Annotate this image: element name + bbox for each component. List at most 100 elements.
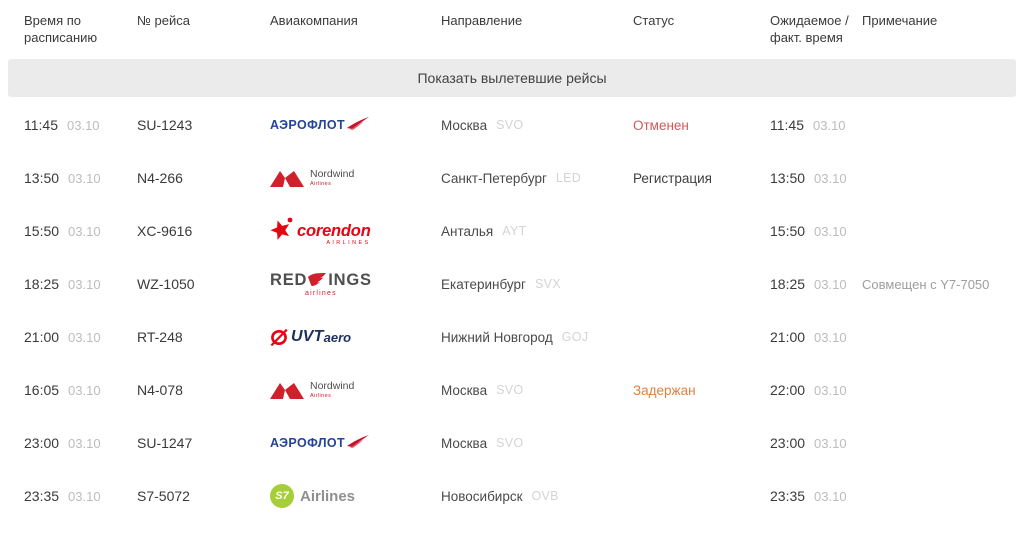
table-header: Время по расписанию № рейса Авиакомпания… (0, 0, 1024, 47)
s7-badge-icon: S7 (270, 484, 294, 509)
expected-time: 15:50 (770, 223, 806, 240)
flight-number: RT-248 (137, 329, 183, 346)
uvtaero-sub-wordmark: aero (323, 329, 352, 345)
aeroflot-wordmark: АЭРОФЛОТ (270, 436, 346, 451)
scheduled-date: 03.10 (67, 117, 100, 133)
table-row[interactable]: 11:45 03.10 SU-1243 АЭРОФЛОТ Москва SVO От… (0, 99, 1024, 152)
expected-time: 11:45 (770, 117, 804, 134)
airport-code: SVX (534, 277, 561, 292)
scheduled-time: 11:45 (24, 117, 58, 134)
table-row[interactable]: 16:05 03.10 N4-078 Nordwind Airlines Москв… (0, 364, 1024, 417)
airport-code: AYT (502, 224, 527, 239)
expected-date: 03.10 (814, 382, 847, 398)
redwings-wordmark-right: INGS (328, 271, 372, 290)
expected-time: 18:25 (770, 276, 806, 293)
redwings-sub-label: airlines (305, 289, 337, 297)
redwings-wordmark-left: RED (270, 271, 308, 290)
destination-city: Москва (441, 117, 488, 133)
s7-logo: S7 Airlines (270, 484, 356, 509)
col-header-status: Статус (633, 13, 675, 28)
nordwind-logo: Nordwind Airlines (270, 381, 354, 400)
uvtaero-wordmark: UVT (291, 328, 324, 346)
s7-wordmark: Airlines (300, 487, 356, 505)
expected-date: 03.10 (814, 435, 847, 451)
airport-code: OVB (531, 489, 559, 504)
scheduled-date: 03.10 (68, 382, 101, 398)
expected-time: 23:35 (770, 488, 806, 505)
nordwind-n-icon (270, 171, 304, 188)
show-departed-flights-button[interactable]: Показать вылетевшие рейсы (8, 58, 1016, 97)
flight-number: SU-1243 (137, 117, 193, 134)
flight-number: N4-078 (137, 382, 183, 399)
flights-list: 11:45 03.10 SU-1243 АЭРОФЛОТ Москва SVO От… (0, 99, 1024, 523)
scheduled-date: 03.10 (68, 488, 101, 504)
scheduled-time: 16:05 (24, 382, 60, 399)
expected-date: 03.10 (813, 117, 846, 133)
corendon-wordmark: corendon (297, 222, 371, 241)
table-row[interactable]: 15:50 03.10 XC-9616 corendon AIRLINES Анта… (0, 205, 1024, 258)
airport-code: LED (555, 171, 582, 186)
expected-date: 03.10 (814, 223, 847, 239)
corendon-sub-label: AIRLINES (326, 239, 371, 246)
expected-date: 03.10 (814, 276, 847, 292)
redwings-logo: RED INGS airlines (270, 272, 372, 297)
flight-number: N4-266 (137, 170, 183, 187)
uvtaero-circle-icon (270, 328, 288, 346)
nordwind-n-icon (270, 383, 304, 400)
flight-number: S7-5072 (137, 488, 190, 505)
uvtaero-logo: UVT aero (270, 328, 351, 346)
expected-time: 23:00 (770, 435, 806, 452)
status-label: Регистрация (633, 170, 712, 186)
scheduled-time: 21:00 (24, 329, 60, 346)
col-header-note: Примечание (862, 13, 938, 28)
status-label: Задержан (633, 382, 696, 398)
nordwind-sub-label: Airlines (310, 180, 332, 187)
destination-city: Москва (441, 382, 488, 398)
corendon-star-icon (270, 217, 293, 241)
airport-code: SVO (496, 118, 524, 133)
aeroflot-flag-icon (347, 435, 370, 449)
aeroflot-logo: АЭРОФЛОТ (270, 117, 370, 133)
destination-city: Екатеринбург (441, 276, 526, 292)
table-row[interactable]: 21:00 03.10 RT-248 UVT aero Нижний Новгоро… (0, 311, 1024, 364)
show-departed-flights-label: Показать вылетевшие рейсы (417, 69, 607, 86)
col-header-flight-number: № рейса (137, 13, 191, 28)
scheduled-date: 03.10 (68, 329, 101, 345)
flight-number: XC-9616 (137, 223, 193, 240)
table-row[interactable]: 23:00 03.10 SU-1247 АЭРОФЛОТ Москва SVO 23… (0, 417, 1024, 470)
nordwind-sub-label: Airlines (310, 392, 332, 399)
col-header-scheduled-time: Время по расписанию (24, 13, 98, 45)
status-label: Отменен (633, 117, 689, 133)
expected-time: 21:00 (770, 329, 806, 346)
col-header-destination: Направление (441, 13, 523, 28)
corendon-logo: corendon AIRLINES (270, 216, 371, 246)
scheduled-date: 03.10 (68, 435, 101, 451)
aeroflot-wordmark: АЭРОФЛОТ (270, 118, 346, 133)
nordwind-logo: Nordwind Airlines (270, 169, 354, 188)
col-header-expected-time: Ожидаемое / факт. время (770, 13, 849, 45)
expected-date: 03.10 (814, 329, 847, 345)
expected-date: 03.10 (814, 170, 847, 186)
destination-city: Новосибирск (441, 488, 523, 504)
scheduled-date: 03.10 (68, 170, 101, 186)
table-row[interactable]: 18:25 03.10 WZ-1050 RED INGS airlines Ека… (0, 258, 1024, 311)
destination-city: Москва (441, 435, 488, 451)
scheduled-time: 23:35 (24, 488, 60, 505)
table-row[interactable]: 23:35 03.10 S7-5072 S7 Airlines Новосибир… (0, 470, 1024, 523)
scheduled-time: 18:25 (24, 276, 60, 293)
destination-city: Санкт-Петербург (441, 170, 547, 186)
table-row[interactable]: 13:50 03.10 N4-266 Nordwind Airlines Санкт… (0, 152, 1024, 205)
scheduled-time: 13:50 (24, 170, 60, 187)
flight-number: SU-1247 (137, 435, 193, 452)
scheduled-date: 03.10 (68, 223, 101, 239)
destination-city: Анталья (441, 223, 494, 239)
expected-time: 13:50 (770, 170, 806, 187)
flight-number: WZ-1050 (137, 276, 195, 293)
expected-date: 03.10 (814, 488, 847, 504)
col-header-airline: Авиакомпания (270, 13, 358, 28)
scheduled-time: 23:00 (24, 435, 60, 452)
expected-time: 22:00 (770, 382, 806, 399)
scheduled-time: 15:50 (24, 223, 60, 240)
airport-code: SVO (496, 436, 524, 451)
